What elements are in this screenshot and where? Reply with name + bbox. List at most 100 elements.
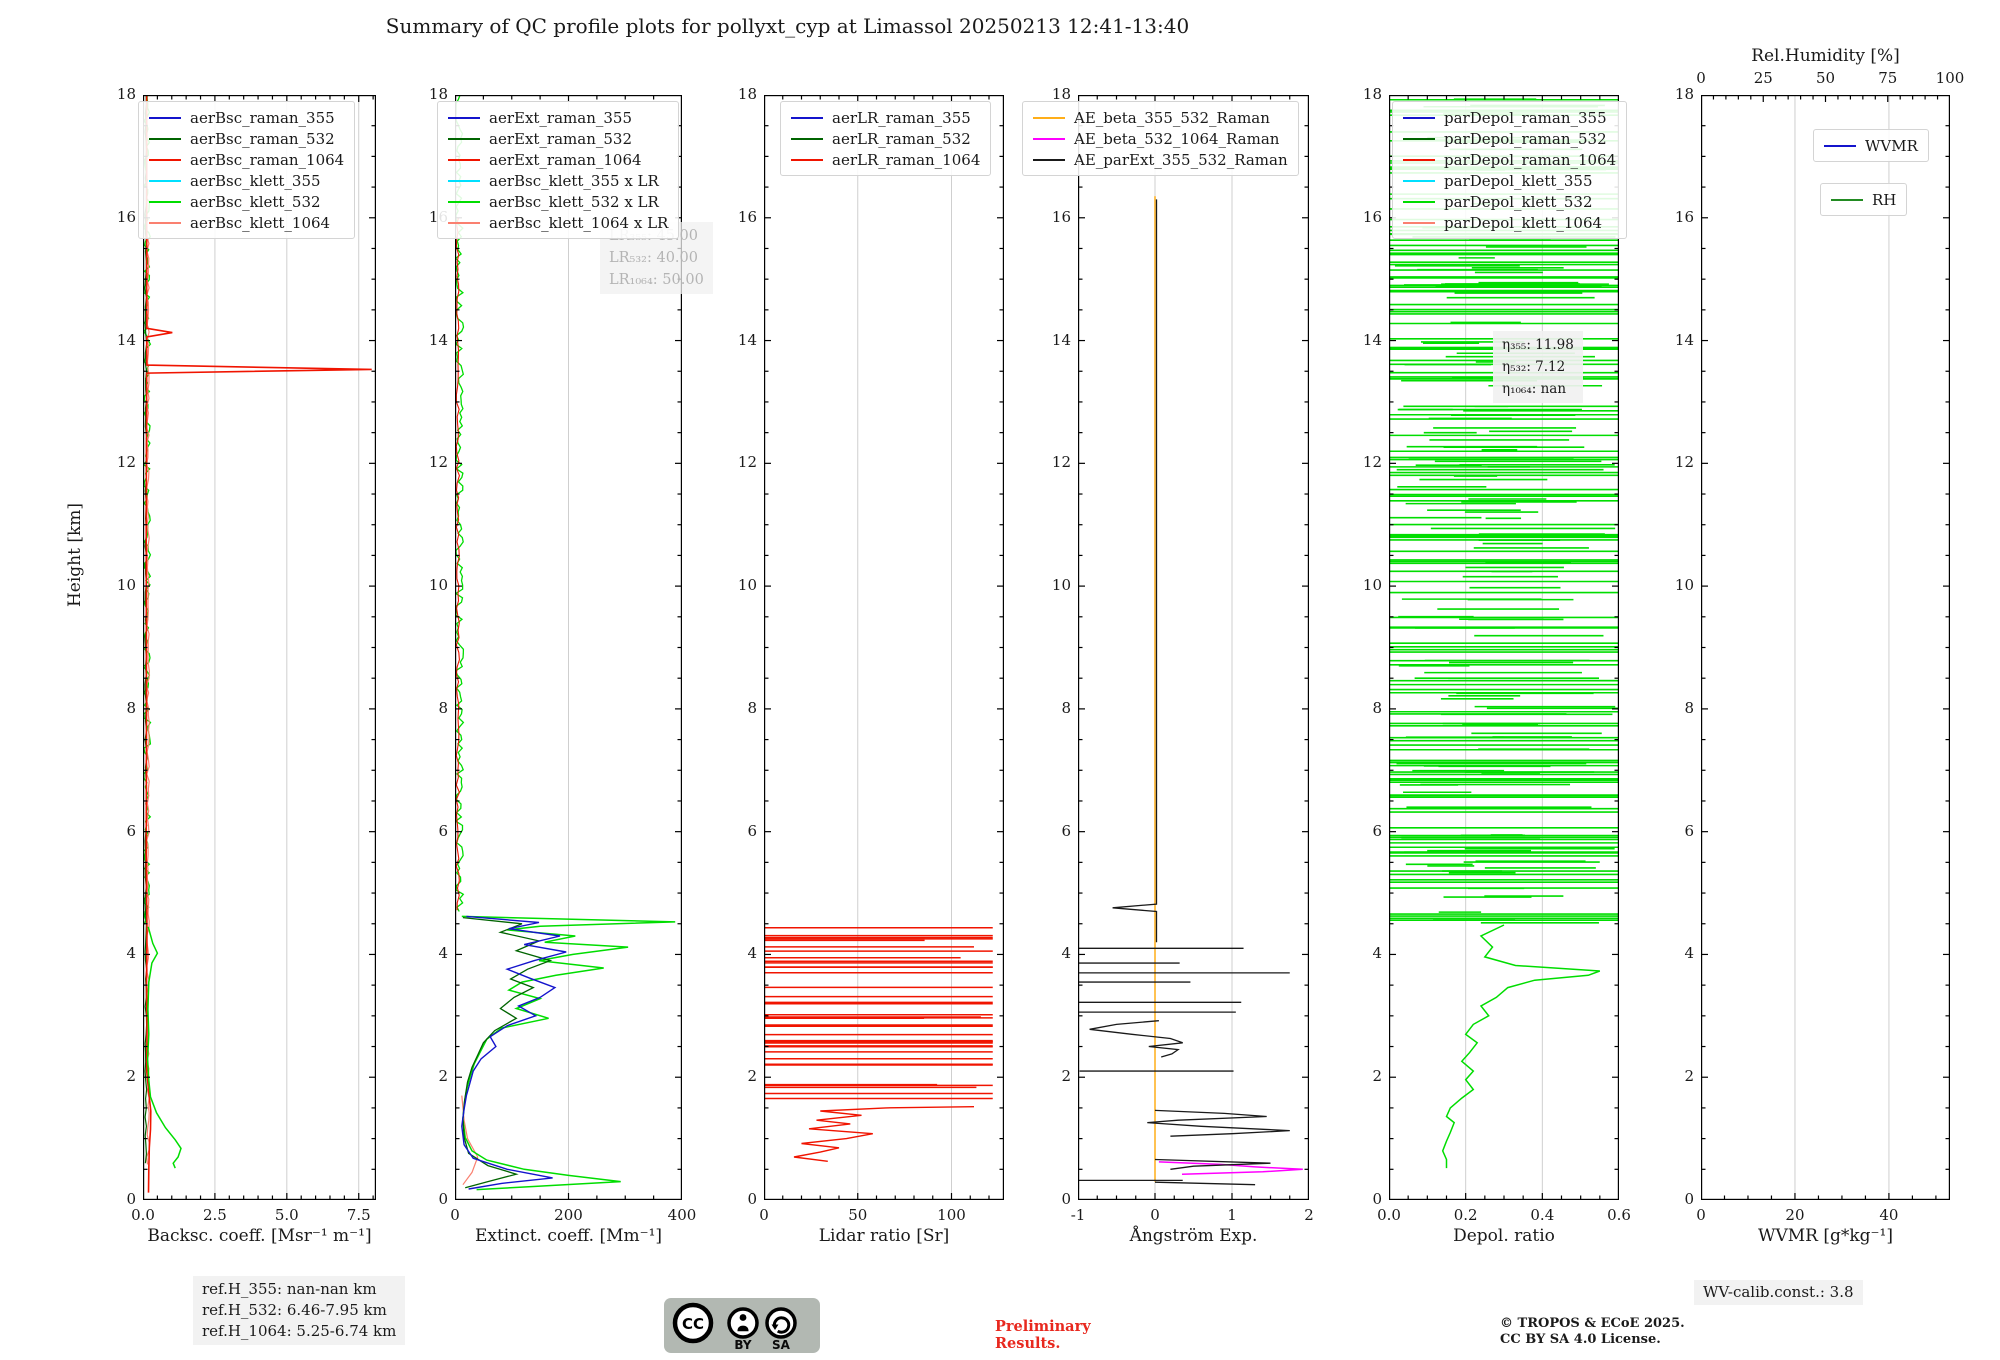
y-tick-label: 18 — [428, 85, 448, 103]
x-tick-label: 0.0 — [131, 1206, 155, 1224]
legend-entry: parDepol_klett_532 — [1403, 191, 1616, 212]
y-tick-label: 16 — [1051, 207, 1071, 226]
x-tick-label: 0.6 — [1607, 1206, 1631, 1224]
legend-box: aerBsc_raman_355 aerBsc_raman_532 aerBsc_r… — [138, 101, 356, 239]
top-tick-label: 25 — [1753, 69, 1773, 87]
x-tick-label: 40 — [1879, 1206, 1899, 1224]
legend-label: parDepol_klett_532 — [1444, 192, 1593, 211]
legend-line-sample — [1033, 137, 1065, 140]
legend-line-sample — [791, 158, 823, 161]
series-LR1064_profile — [793, 1106, 975, 1162]
y-tick-label: 10 — [1674, 576, 1694, 595]
legend-line-sample — [448, 137, 480, 140]
legend-entry: parDepol_raman_532 — [1403, 128, 1616, 149]
legend-label: parDepol_raman_1064 — [1444, 150, 1617, 169]
x-tick-label: 0.4 — [1530, 1206, 1555, 1224]
y-tick-label: 6 — [126, 821, 136, 840]
x-tick-label: 100 — [937, 1206, 966, 1224]
legend-box: WVMR — [1813, 129, 1929, 162]
legend-label: aerBsc_klett_532 x LR — [489, 192, 659, 211]
ref-h-355: ref.H_355: nan-nan km — [202, 1280, 377, 1298]
legend-label: aerBsc_klett_355 x LR — [489, 171, 659, 190]
legend-entry: parDepol_klett_1064 — [1403, 212, 1616, 233]
legend-label: AE_beta_532_1064_Raman — [1074, 129, 1280, 148]
legend-box: parDepol_raman_355 parDepol_raman_532 parD… — [1392, 101, 1628, 239]
x-tick-label: 0 — [759, 1206, 769, 1224]
y-tick-label: 12 — [1362, 453, 1382, 472]
legend-line-sample — [1403, 158, 1435, 161]
x-tick-label: 0 — [1696, 1206, 1706, 1224]
top-tick-label: 50 — [1815, 69, 1836, 87]
y-tick-label: 16 — [737, 207, 757, 226]
legend-line-sample — [149, 137, 181, 140]
legend-entry: aerLR_raman_532 — [791, 128, 980, 149]
top-tick-label: 100 — [1935, 69, 1965, 87]
eta-annotation: η₃₅₅: 11.98 η₅₃₂: 7.12 η₁₀₆₄: nan — [1493, 331, 1583, 403]
legend-entry: aerBsc_klett_355 — [149, 170, 344, 191]
y-tick-label: 8 — [1061, 698, 1071, 717]
top-axis-label: Rel.Humidity [%] — [1751, 46, 1900, 66]
x-tick-label: 0.2 — [1453, 1206, 1478, 1224]
y-tick-label: 6 — [1061, 821, 1071, 840]
legend-line-sample — [149, 158, 181, 161]
preliminary-results-note: Preliminary Results. — [995, 1318, 1091, 1352]
series-aerBsc_raman_1064 — [145, 95, 372, 1193]
legend-line-sample — [1403, 179, 1435, 182]
legend-label: aerBsc_raman_355 — [190, 108, 335, 127]
legend-entry: aerBsc_klett_1064 — [149, 212, 344, 233]
x-tick-label: 200 — [554, 1206, 583, 1224]
legend-line-sample — [1403, 200, 1435, 203]
legend-line-sample — [791, 116, 823, 119]
series-ext532 — [462, 916, 553, 1189]
legend-entry: AE_beta_355_532_Raman — [1033, 107, 1288, 128]
panel-4-canvas — [1389, 95, 1619, 1200]
y-tick-label: 8 — [1372, 698, 1382, 717]
series-parDepol_profile — [1441, 924, 1601, 1169]
legend-entry: WVMR — [1824, 135, 1918, 156]
y-tick-label: 14 — [1362, 330, 1382, 349]
y-tick-label: 2 — [1684, 1067, 1694, 1086]
legend-label: WVMR — [1865, 136, 1918, 155]
cc-by-label: BY — [734, 1338, 751, 1352]
legend-label: parDepol_klett_355 — [1444, 171, 1593, 190]
y-tick-label: 4 — [438, 944, 448, 963]
legend-box: RH — [1820, 183, 1908, 216]
series-ext1064_upper — [455, 217, 460, 911]
x-tick-label: 1 — [1227, 1206, 1237, 1224]
y-tick-label: 0 — [1061, 1190, 1071, 1208]
legend-entry: aerBsc_raman_532 — [149, 128, 344, 149]
y-tick-label: 14 — [1051, 330, 1071, 349]
cc-icon — [672, 1302, 714, 1344]
eta-355-value: η₃₅₅: 11.98 — [1502, 337, 1574, 353]
copyright-line-2: CC BY SA 4.0 License. — [1500, 1332, 1661, 1347]
y-tick-label: 18 — [116, 85, 136, 103]
legend-line-sample — [448, 200, 480, 203]
eta-1064-value: η₁₀₆₄: nan — [1502, 381, 1567, 397]
panel-2-canvas — [764, 95, 1004, 1200]
series-AE_parExt_low1 — [1147, 1109, 1290, 1137]
copyright-notice: © TROPOS & ECoE 2025. CC BY SA 4.0 Licen… — [1500, 1316, 1685, 1348]
y-tick-label: 10 — [1051, 576, 1071, 595]
legend-line-sample — [1403, 221, 1435, 224]
y-tick-label: 2 — [747, 1067, 757, 1086]
panel-3-canvas — [1078, 95, 1309, 1200]
y-tick-label: 2 — [126, 1067, 136, 1086]
legend-label: RH — [1872, 190, 1897, 209]
y-tick-label: 10 — [737, 576, 757, 595]
series-AE_parExt_low3 — [1154, 1181, 1256, 1186]
xlabel-backscatter: Backsc. coeff. [Msr⁻¹ m⁻¹] — [147, 1226, 372, 1246]
top-tick-label: 75 — [1878, 69, 1898, 87]
legend-entry: AE_parExt_355_532_Raman — [1033, 149, 1288, 170]
y-tick-label: 4 — [1372, 944, 1382, 963]
y-tick-label: 6 — [438, 821, 448, 840]
y-tick-label: 2 — [438, 1067, 448, 1086]
legend-label: aerLR_raman_355 — [832, 108, 971, 127]
legend-label: AE_beta_355_532_Raman — [1074, 108, 1270, 127]
x-tick-label: 2 — [1304, 1206, 1314, 1224]
x-tick-label: 7.5 — [346, 1206, 371, 1224]
y-tick-label: 18 — [1362, 85, 1382, 103]
legend-label: aerExt_raman_355 — [489, 108, 632, 127]
y-tick-label: 2 — [1061, 1067, 1071, 1086]
legend-box: aerExt_raman_355 aerExt_raman_532 aerExt_r… — [437, 101, 680, 239]
